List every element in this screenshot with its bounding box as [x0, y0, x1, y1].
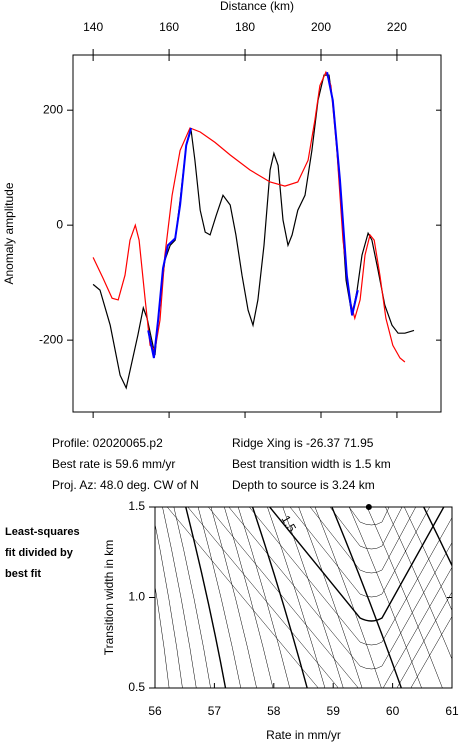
contour-line	[228, 507, 452, 670]
contour-line	[155, 584, 170, 688]
y-tick-label: 0.5	[128, 680, 145, 694]
y-tick-label: 0	[56, 217, 63, 231]
caption: best fit	[5, 568, 41, 580]
x-tick-label: 57	[208, 704, 222, 718]
x-tick-label: 180	[235, 20, 255, 34]
contour-line	[162, 507, 197, 688]
y-tick-label: -200	[39, 332, 63, 346]
info-text: Best transition width is 1.5 km	[232, 457, 391, 471]
data-line	[92, 70, 406, 363]
info-text: Depth to source is 3.24 km	[232, 478, 375, 492]
contour-line	[267, 507, 326, 688]
contour-line	[314, 507, 382, 688]
contour-line	[210, 507, 257, 688]
plot-frame	[72, 54, 442, 413]
contour-line	[197, 507, 242, 688]
y-tick-label: 1.5	[128, 499, 145, 513]
y-tick-label: 200	[43, 102, 63, 116]
contour-line	[385, 507, 452, 660]
info-text: Proj. Az: 48.0 deg. CW of N	[52, 478, 199, 492]
x-tick-label: 60	[386, 704, 400, 718]
y-axis-label: Transition width in km	[102, 540, 116, 656]
contour-line	[422, 507, 452, 568]
y-axis-label: Anomaly amplitude	[2, 182, 16, 284]
contour-line	[237, 507, 291, 688]
info-text: Best rate is 59.6 mm/yr	[52, 457, 175, 471]
contour-line	[207, 507, 452, 688]
x-tick-label: 59	[327, 704, 341, 718]
caption: Least-squares	[5, 526, 80, 538]
contour-line	[298, 507, 363, 688]
contour-line	[348, 507, 390, 526]
contour-line	[224, 507, 274, 688]
x-tick-label: 140	[83, 20, 103, 34]
data-line	[92, 74, 415, 390]
contour-line	[366, 507, 443, 688]
x-axis-label: Distance (km)	[220, 0, 294, 13]
contour-line	[155, 522, 183, 688]
y-tick-label: 1.0	[128, 590, 145, 604]
contour-line	[185, 507, 227, 688]
x-tick-label: 220	[387, 20, 407, 34]
contour-line	[348, 507, 422, 688]
contour-line	[166, 507, 452, 688]
contour-line	[309, 507, 417, 574]
x-tick-label: 200	[311, 20, 331, 34]
contour-line	[248, 507, 452, 646]
contour-line	[173, 507, 211, 688]
contour-line	[329, 507, 403, 550]
x-tick-label: 56	[148, 704, 162, 718]
contour-line	[404, 507, 452, 611]
best-fit-point	[365, 504, 372, 510]
info-text: Ridge Xing is -26.37 71.95	[232, 436, 374, 450]
x-tick-label: 61	[445, 704, 459, 718]
caption: fit divided by	[5, 547, 74, 559]
data-line	[147, 72, 359, 359]
contours	[155, 507, 452, 688]
contour-line	[268, 507, 445, 622]
info-text: Profile: 02020065.p2	[52, 436, 163, 450]
contour-line	[289, 507, 430, 598]
x-tick-label: 160	[159, 20, 179, 34]
contour-line	[282, 507, 344, 688]
contour-label: 1.5	[278, 513, 299, 535]
x-tick-label: 58	[267, 704, 281, 718]
x-axis-label: Rate in mm/yr	[266, 728, 341, 742]
contour-line	[331, 507, 403, 688]
contour-line	[251, 507, 308, 688]
